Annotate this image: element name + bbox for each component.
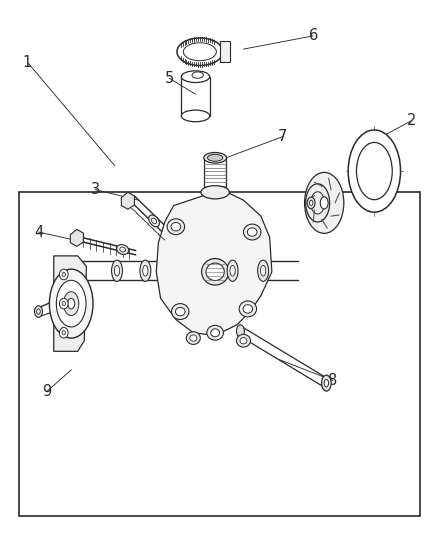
Circle shape [62,302,65,306]
Text: 6: 6 [308,28,317,43]
Ellipse shape [347,130,399,212]
Ellipse shape [120,247,125,252]
Circle shape [59,327,68,338]
Text: 1: 1 [23,55,32,70]
Ellipse shape [142,265,148,276]
Ellipse shape [181,71,209,83]
Ellipse shape [201,185,229,199]
Ellipse shape [323,379,328,387]
Text: 5: 5 [164,71,173,86]
Ellipse shape [183,43,216,61]
Polygon shape [156,190,271,335]
Bar [19,192,419,516]
Circle shape [62,272,65,277]
Ellipse shape [171,222,180,231]
Ellipse shape [304,172,343,233]
Ellipse shape [236,334,250,347]
Text: 2: 2 [406,113,415,128]
Ellipse shape [226,260,237,281]
Ellipse shape [56,280,86,327]
Ellipse shape [210,329,219,337]
Ellipse shape [205,263,224,280]
Ellipse shape [111,260,122,281]
Ellipse shape [67,298,74,309]
Ellipse shape [309,200,312,206]
Text: 4: 4 [34,224,43,239]
Ellipse shape [189,335,196,341]
Ellipse shape [356,142,391,200]
Circle shape [62,330,65,335]
Ellipse shape [203,152,226,163]
Ellipse shape [201,259,228,285]
Ellipse shape [114,265,119,276]
Bar [219,41,229,62]
Ellipse shape [239,301,256,317]
Ellipse shape [117,245,128,254]
Text: 9: 9 [42,384,52,399]
Ellipse shape [206,325,223,340]
Ellipse shape [191,72,203,78]
Ellipse shape [240,337,247,344]
Ellipse shape [320,197,327,209]
Circle shape [59,298,68,309]
Ellipse shape [167,219,184,235]
Text: 7: 7 [277,129,287,144]
Ellipse shape [230,265,235,276]
Ellipse shape [140,260,150,281]
Ellipse shape [49,269,93,338]
Ellipse shape [148,215,159,227]
Ellipse shape [260,265,265,276]
Polygon shape [121,192,134,209]
Text: 3: 3 [90,182,99,197]
Circle shape [59,269,68,280]
Polygon shape [53,256,86,351]
Ellipse shape [207,155,222,161]
Ellipse shape [236,325,244,337]
Ellipse shape [247,228,256,236]
Ellipse shape [243,305,252,313]
Ellipse shape [186,332,200,344]
Ellipse shape [64,292,79,316]
Ellipse shape [243,224,260,240]
Ellipse shape [37,309,40,314]
Ellipse shape [257,260,268,281]
Ellipse shape [321,375,330,391]
Ellipse shape [181,110,209,122]
Ellipse shape [307,197,314,209]
Ellipse shape [171,304,188,319]
Ellipse shape [175,308,184,316]
Ellipse shape [35,306,42,317]
Ellipse shape [151,218,156,224]
Text: 8: 8 [328,373,337,388]
Polygon shape [70,229,83,246]
